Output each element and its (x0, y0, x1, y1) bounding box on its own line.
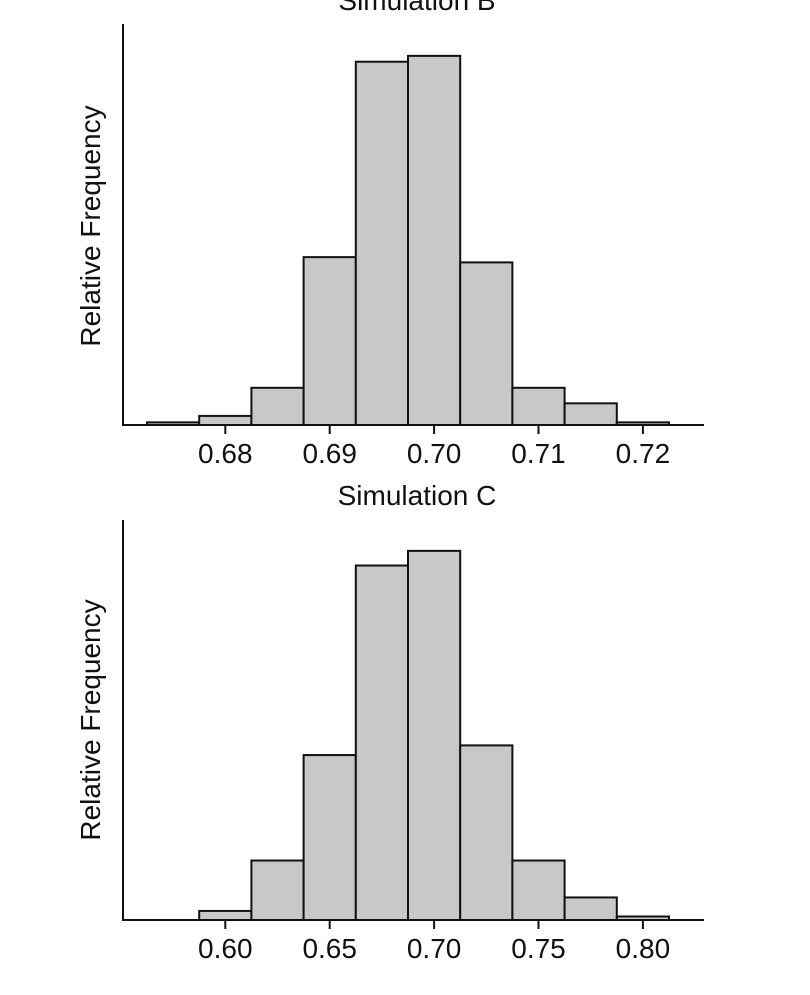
histogram-bar (354, 60, 409, 426)
y-axis-label: Relative Frequency (75, 599, 106, 840)
x-tick-label: 0.80 (616, 933, 671, 964)
histogram-bar (302, 754, 357, 921)
histogram-bar (198, 909, 253, 921)
histogram-bar (563, 402, 618, 426)
x-ticks-group: 0.60 0.65 0.70 0.75 0.80 (198, 920, 670, 964)
bars-group (198, 549, 670, 921)
histogram-bar (459, 744, 514, 921)
histogram-bar (511, 386, 566, 426)
histogram-bar (354, 564, 409, 921)
histogram-bar (563, 896, 618, 921)
x-tick-label: 0.60 (198, 933, 253, 964)
histogram-bar (250, 859, 305, 921)
histogram-bar (511, 859, 566, 921)
x-tick-label: 0.65 (302, 933, 357, 964)
x-ticks-group: 0.68 0.69 0.70 0.71 0.72 (198, 425, 670, 469)
histogram-bar (407, 54, 462, 426)
y-axis-label: Relative Frequency (75, 105, 106, 346)
x-tick-label: 0.70 (407, 933, 462, 964)
x-tick-label: 0.69 (302, 438, 357, 469)
histogram-bar (407, 549, 462, 921)
histogram-bar (302, 256, 357, 426)
x-tick-label: 0.75 (511, 933, 566, 964)
x-tick-label: 0.72 (616, 438, 671, 469)
x-tick-label: 0.70 (407, 438, 462, 469)
x-tick-label: 0.71 (511, 438, 566, 469)
histogram-bar (459, 261, 514, 426)
chart-title: Simulation B (338, 0, 495, 16)
histogram-bar (198, 414, 253, 426)
x-tick-label: 0.68 (198, 438, 253, 469)
bars-group (146, 54, 670, 426)
chart-title: Simulation C (338, 480, 497, 511)
panel-simulation-b: Simulation B Relative Frequency 0.68 0.69… (75, 0, 704, 469)
panel-simulation-c: Simulation C Relative Frequency 0.60 0.65… (75, 480, 704, 964)
histogram-bar (250, 386, 305, 426)
